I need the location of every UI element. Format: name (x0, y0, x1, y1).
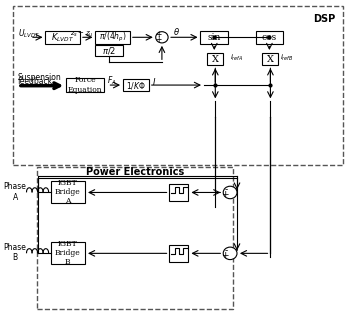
FancyBboxPatch shape (96, 45, 123, 56)
Text: $\theta$: $\theta$ (173, 26, 180, 37)
FancyBboxPatch shape (201, 31, 228, 43)
Text: -: - (225, 246, 228, 255)
FancyBboxPatch shape (51, 181, 85, 203)
Text: DSP: DSP (313, 14, 336, 24)
Text: $I$: $I$ (152, 76, 156, 87)
FancyBboxPatch shape (262, 53, 278, 66)
FancyBboxPatch shape (51, 242, 85, 264)
Text: +: + (222, 251, 229, 260)
FancyBboxPatch shape (123, 79, 149, 91)
Text: feedback: feedback (18, 77, 53, 86)
Circle shape (223, 186, 237, 199)
Text: $F_A$: $F_A$ (107, 75, 117, 87)
Text: Power Electronics: Power Electronics (86, 167, 184, 176)
Text: X: X (212, 54, 219, 64)
FancyBboxPatch shape (169, 245, 188, 262)
Text: Force
Equation: Force Equation (68, 77, 103, 94)
Text: IGBT
Bridge
B: IGBT Bridge B (55, 239, 81, 266)
Text: +: + (155, 35, 161, 44)
Text: +: + (155, 30, 161, 39)
Text: $U_{LVDT}$: $U_{LVDT}$ (18, 28, 40, 40)
Text: IGBT
Bridge
A: IGBT Bridge A (55, 179, 81, 205)
Text: -: - (225, 185, 228, 194)
FancyBboxPatch shape (208, 53, 223, 66)
Text: $i_{ref A}$: $i_{ref A}$ (230, 53, 244, 63)
Text: Phase
B: Phase B (4, 243, 27, 262)
Text: $i_{ref B}$: $i_{ref B}$ (280, 53, 293, 63)
Text: $1/K\Phi$: $1/K\Phi$ (126, 80, 146, 91)
Text: $K_{LVDT}$: $K_{LVDT}$ (51, 31, 74, 43)
FancyBboxPatch shape (46, 31, 80, 43)
Text: +: + (222, 190, 229, 199)
Text: X: X (267, 54, 274, 64)
FancyBboxPatch shape (96, 31, 130, 43)
Text: Suspension: Suspension (18, 73, 62, 83)
Text: cos: cos (262, 33, 277, 42)
Text: sin: sin (208, 33, 221, 42)
Text: $\pi/(4h_p)$: $\pi/(4h_p)$ (99, 31, 127, 44)
Circle shape (223, 247, 237, 260)
Circle shape (156, 32, 168, 43)
FancyBboxPatch shape (256, 31, 283, 43)
FancyBboxPatch shape (169, 184, 188, 201)
Text: $\pi/2$: $\pi/2$ (102, 45, 116, 56)
Text: $z_s - z_u$: $z_s - z_u$ (70, 30, 93, 39)
Text: Phase
A: Phase A (4, 182, 27, 202)
FancyBboxPatch shape (66, 78, 104, 92)
